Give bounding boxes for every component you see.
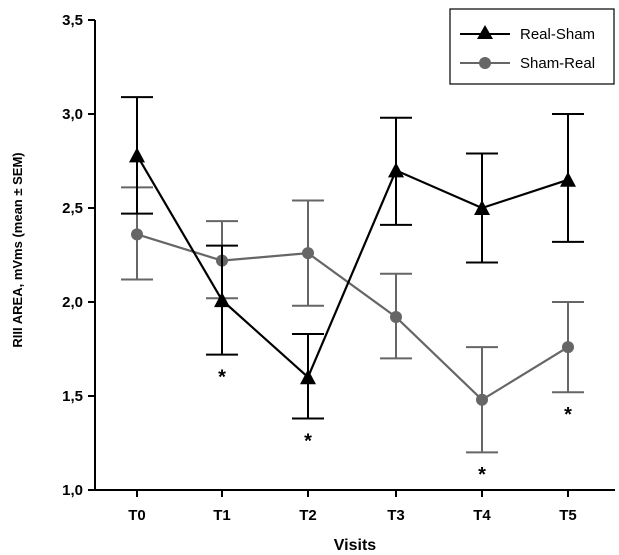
legend-item-real-sham: Real-Sham [460,25,595,43]
series-line [136,154,569,380]
legend-item-sham-real: Sham-Real [460,55,595,72]
x-tick-label: T1 [213,507,231,524]
legend-label-sham-real: Sham-Real [520,55,595,72]
data-point-circle [476,393,488,406]
y-ticks: 1,0 1,5 2,0 2,5 3,0 3,5 [62,12,95,499]
y-tick-label: 3,0 [62,106,83,123]
x-tick-label: T2 [299,507,317,524]
legend-label-real-sham: Real-Sham [520,26,595,43]
series-sham-real [121,186,584,454]
significance-marker: * [564,404,572,426]
legend: Real-Sham Sham-Real [449,8,615,85]
annotations: * * * * [218,366,572,486]
data-point-triangle [129,147,145,163]
data-point-triangle [300,369,316,385]
x-tick-label: T3 [387,507,405,524]
data-point-triangle [560,171,576,187]
data-point-triangle [388,162,404,178]
x-ticks: T0 T1 T2 T3 T4 T5 [128,490,577,524]
axes [94,20,615,491]
y-axis-title: RIII AREA, mVms (mean ± SEM) [10,152,25,347]
data-point-circle [302,247,314,260]
y-tick-label: 3,5 [62,12,83,29]
data-point-triangle [474,200,490,215]
x-tick-label: T4 [473,507,491,524]
x-axis-title: Visits [334,537,377,554]
x-tick-label: T5 [559,507,577,524]
data-point-circle [562,341,574,354]
significance-marker: * [218,366,226,388]
legend-marker-circle [479,57,491,69]
y-tick-label: 2,0 [62,294,83,311]
data-point-circle [131,228,143,241]
y-tick-label: 1,5 [62,388,83,405]
x-tick-label: T0 [128,507,146,524]
series-line [136,233,569,402]
series-real-sham [121,96,584,420]
significance-marker: * [478,464,486,486]
legend-box [449,8,615,85]
significance-marker: * [304,430,312,452]
legend-marker-triangle [477,25,493,39]
y-tick-label: 1,0 [62,482,83,499]
series-layer [121,96,584,454]
y-tick-label: 2,5 [62,200,83,217]
data-point-triangle [214,292,230,308]
data-point-circle [390,311,402,324]
